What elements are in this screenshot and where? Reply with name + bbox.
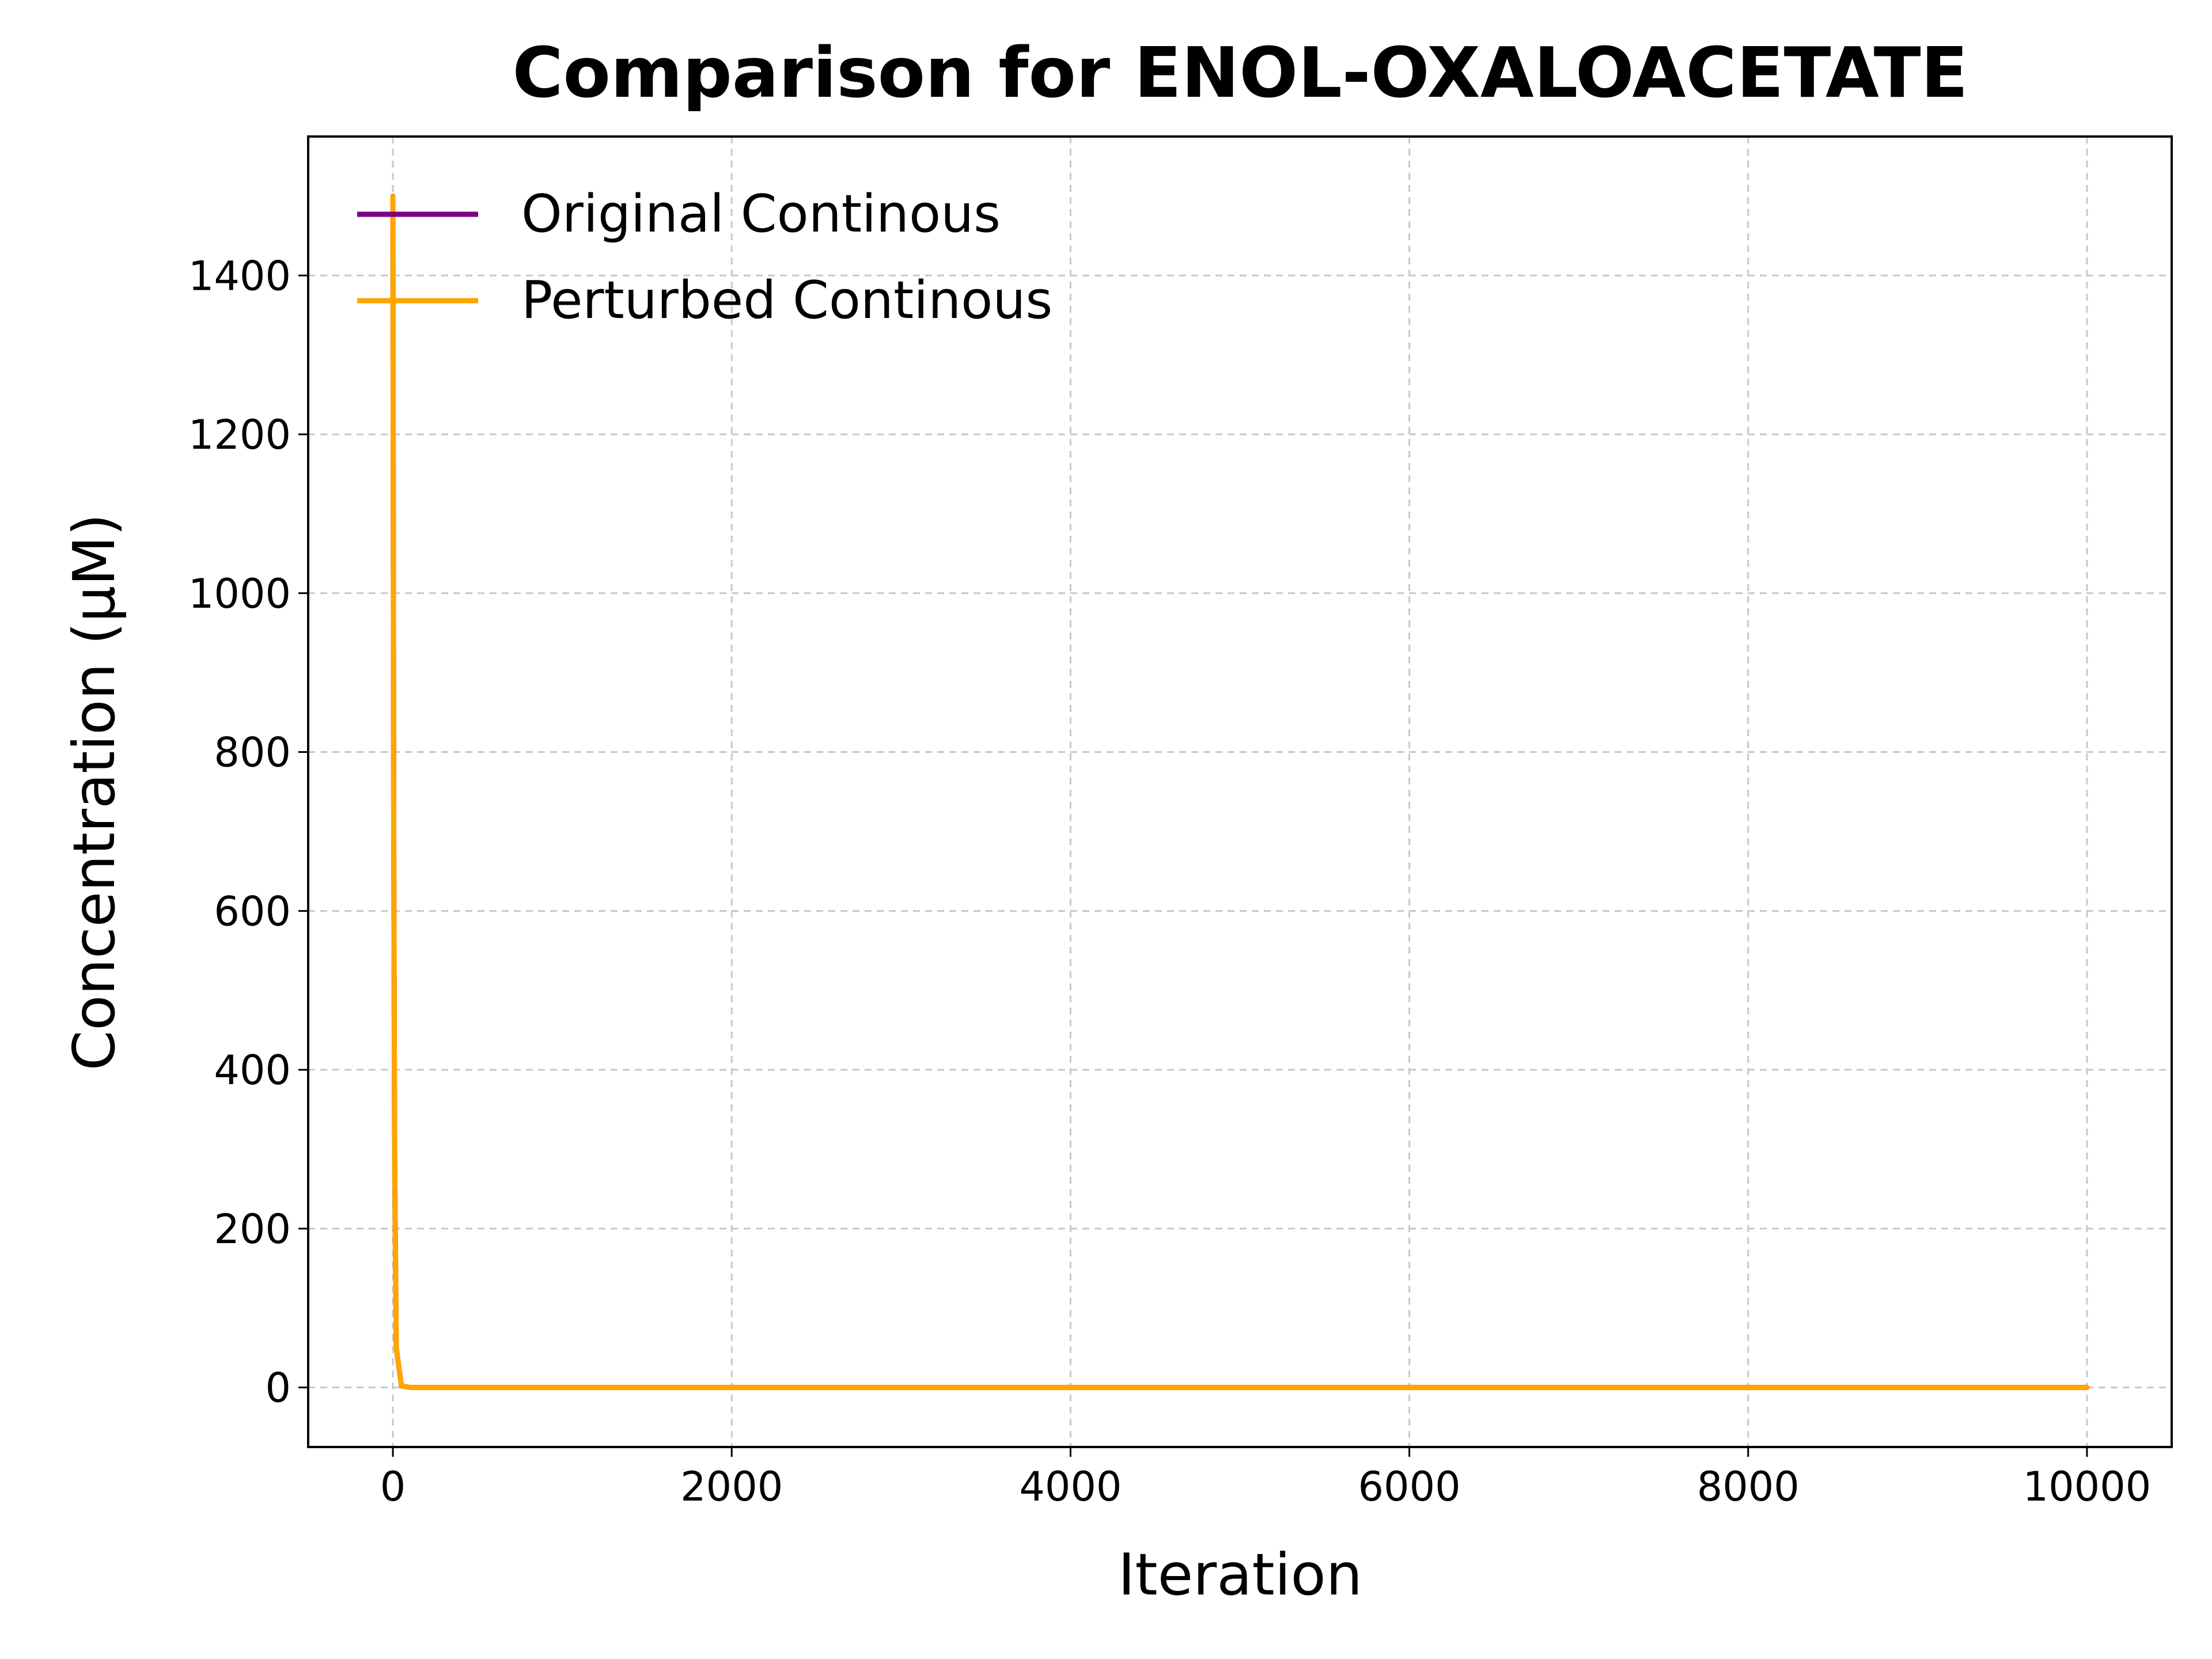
perturbed-continous-line: [390, 193, 2090, 1391]
x-axis-label: Iteration: [1118, 1541, 1362, 1608]
y-tick-label: 400: [214, 1047, 291, 1094]
x-tick-label: 6000: [1358, 1463, 1461, 1510]
y-tick-label: 0: [265, 1365, 291, 1412]
x-tick-label: 2000: [680, 1463, 783, 1510]
plot-frame: [307, 135, 2173, 1448]
y-tick-label: 1200: [188, 411, 291, 459]
chart-title: Comparison for ENOL-OXALOACETATE: [512, 33, 1968, 113]
legend-label: Original Continous: [521, 184, 1001, 244]
y-tick-label: 200: [214, 1206, 291, 1253]
x-tick-label: 8000: [1697, 1463, 1800, 1510]
series-lines: [390, 193, 2090, 1391]
x-tick-label: 0: [380, 1463, 406, 1510]
y-tick-label: 1000: [188, 570, 291, 618]
axis-ticks: 0 2000 4000 6000 8000 10000 0 200 400 600 800 1000 1…: [188, 252, 2151, 1510]
y-tick-label: 1400: [188, 252, 291, 300]
legend: Original Continous Perturbed Continous: [357, 184, 1052, 331]
y-tick-label: 800: [214, 729, 291, 777]
y-tick-label: 600: [214, 888, 291, 935]
x-tick-label: 4000: [1019, 1463, 1122, 1510]
y-axis-label: Concentration (μM): [60, 513, 128, 1070]
legend-label: Perturbed Continous: [521, 270, 1052, 331]
x-tick-label: 10000: [2023, 1463, 2152, 1510]
